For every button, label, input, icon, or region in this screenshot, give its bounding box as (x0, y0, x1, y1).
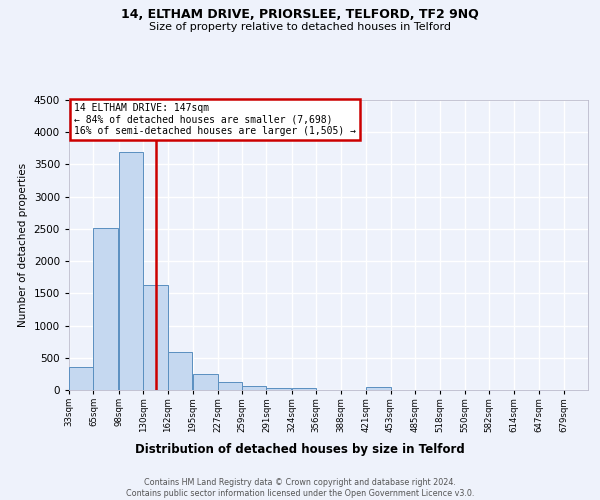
Text: 14 ELTHAM DRIVE: 147sqm
← 84% of detached houses are smaller (7,698)
16% of semi: 14 ELTHAM DRIVE: 147sqm ← 84% of detache… (74, 103, 356, 136)
Bar (94, 228, 118, 390)
Bar (69, 367, 94, 390)
Bar (193, 374, 218, 390)
Bar (119, 152, 143, 390)
Text: Size of property relative to detached houses in Telford: Size of property relative to detached ho… (149, 22, 451, 32)
Bar (266, 388, 291, 390)
Bar (218, 382, 242, 390)
Bar (143, 285, 168, 390)
Text: 14, ELTHAM DRIVE, PRIORSLEE, TELFORD, TF2 9NQ: 14, ELTHAM DRIVE, PRIORSLEE, TELFORD, TF… (121, 8, 479, 20)
Y-axis label: Number of detached properties: Number of detached properties (18, 163, 28, 327)
Bar (168, 352, 192, 390)
Bar (366, 387, 391, 390)
Bar (292, 388, 316, 390)
Text: Distribution of detached houses by size in Telford: Distribution of detached houses by size … (135, 442, 465, 456)
Text: Contains HM Land Registry data © Crown copyright and database right 2024.
Contai: Contains HM Land Registry data © Crown c… (126, 478, 474, 498)
Bar (242, 386, 266, 390)
